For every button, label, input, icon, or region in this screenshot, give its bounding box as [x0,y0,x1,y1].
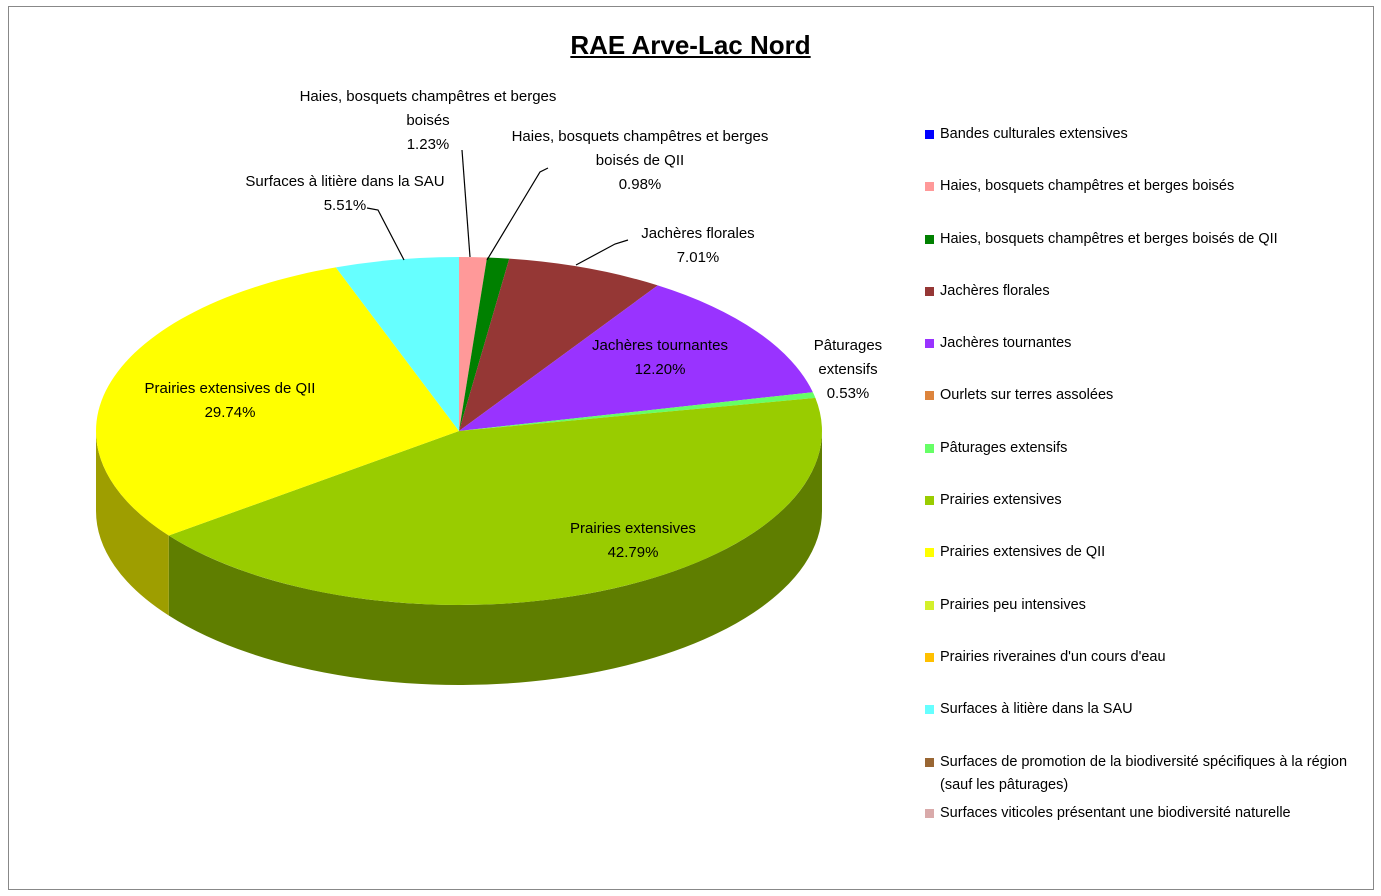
data-label-name: Jachères florales [641,225,755,242]
legend-item: Pâturages extensifs [923,437,1368,489]
leader-line [366,207,405,261]
data-label-name: Haies, bosquets champêtres et berges boi… [299,88,557,129]
legend-item: Ourlets sur terres assolées [923,384,1368,436]
leader-line [575,239,629,266]
legend-swatch [925,130,934,139]
legend-item: Bandes culturales extensives [923,123,1368,175]
leader-line [461,149,471,258]
legend-swatch [925,652,934,662]
slice [335,257,459,431]
slice [459,392,816,431]
legend-label: Pâturages extensifs [940,439,1068,456]
legend-item: Prairies extensives [923,489,1368,541]
data-label: Surfaces à litière dans la SAU 5.51% [205,170,485,218]
data-label: Prairies extensives de QII 29.74% [110,377,350,425]
legend-swatch [925,600,934,610]
legend-item: Haies, bosquets champêtres et berges boi… [923,228,1368,280]
legend-item: Haies, bosquets champêtres et berges boi… [923,175,1368,227]
legend-swatch [925,496,934,506]
legend-swatch [925,705,934,715]
legend-swatch [925,548,934,558]
data-label-name: Prairies extensives de QII [144,380,316,397]
slice-side [168,431,822,685]
data-label: Jachères florales 7.01% [598,222,798,270]
legend-swatch [925,391,934,401]
data-label-name: Surfaces à litière dans la SAU [245,173,445,190]
legend-item: Prairies riveraines d'un cours d'eau [923,646,1368,698]
legend: Bandes culturales extensives Haies, bosqu… [923,123,1368,854]
legend-label: Surfaces de promotion de la biodiversité… [940,753,1348,793]
legend-item: Surfaces à litière dans la SAU [923,698,1368,750]
chart-title: RAE Arve-Lac Nord [570,30,811,60]
legend-label: Jachères florales [940,282,1050,299]
data-label-value: 0.53% [826,385,870,402]
legend-item: Jachères tournantes [923,332,1368,384]
data-label-value: 7.01% [676,249,720,266]
data-label: Pâturages extensifs 0.53% [801,334,896,406]
legend-label: Prairies riveraines d'un cours d'eau [940,648,1166,665]
legend-item: Jachères florales [923,280,1368,332]
legend-label: Bandes culturales extensives [940,126,1128,142]
legend-swatch [925,339,934,349]
data-label-value: 1.23% [406,136,450,153]
pie [95,257,823,685]
slice [95,267,459,536]
data-label-value: 29.74% [204,404,256,421]
data-label: Haies, bosquets champêtres et berges boi… [505,125,775,197]
legend-item: Surfaces viticoles présentant une biodiv… [923,802,1368,854]
slice-side [96,431,169,616]
legend-label: Prairies peu intensives [940,596,1086,613]
leader-line [486,167,549,261]
legend-item: Prairies peu intensives [923,594,1368,646]
legend-label: Jachères tournantes [940,335,1072,352]
data-label-name: Jachères tournantes [592,337,728,354]
legend-swatch [925,182,934,192]
legend-item: Surfaces de promotion de la biodiversité… [923,751,1368,802]
slice [459,285,813,431]
slice [168,397,823,606]
slice [459,257,510,431]
data-label-value: 12.20% [634,361,686,378]
data-label-name: Haies, bosquets champêtres et berges boi… [511,128,769,169]
legend-label: Prairies extensives [940,492,1062,509]
slice [459,258,658,431]
chart-frame [8,6,1374,890]
data-label-value: 0.98% [618,176,662,193]
data-label: Prairies extensives 42.79% [533,517,733,565]
legend-label: Prairies extensives de QII [940,544,1106,561]
data-label: Jachères tournantes 12.20% [560,334,760,382]
data-label-name: Pâturages extensifs [813,337,883,378]
slice [459,257,488,431]
legend-label: Haies, bosquets champêtres et berges boi… [940,178,1235,195]
legend-swatch [925,757,934,767]
legend-item: Prairies extensives de QII [923,541,1368,593]
legend-label: Surfaces viticoles présentant une biodiv… [940,804,1291,821]
legend-label: Ourlets sur terres assolées [940,387,1114,404]
legend-label: Surfaces à litière dans la SAU [940,701,1133,718]
data-label-value: 5.51% [323,197,367,214]
legend-label: Haies, bosquets champêtres et berges boi… [940,230,1278,247]
legend-swatch [925,443,934,453]
data-label: Haies, bosquets champêtres et berges boi… [293,85,563,157]
legend-swatch [925,808,934,818]
legend-swatch [925,286,934,296]
data-label-name: Prairies extensives [570,520,696,537]
legend-swatch [925,234,934,244]
data-label-value: 42.79% [607,544,659,561]
leader-lines [366,149,629,266]
